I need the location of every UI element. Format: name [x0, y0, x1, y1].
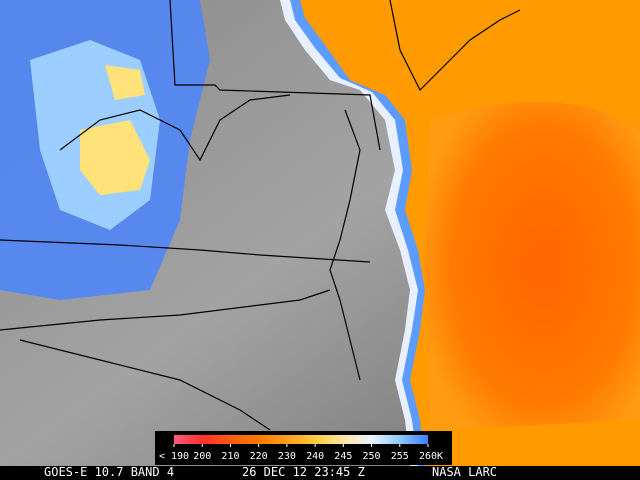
state-border — [59, 94, 291, 162]
cloud-top — [80, 120, 150, 195]
colorbar-label: 220 — [250, 451, 268, 462]
coastline — [329, 109, 361, 381]
colorbar-label: 210 — [221, 451, 239, 462]
colorbar-label: 260 — [419, 451, 437, 462]
state-border — [19, 339, 271, 431]
source-label: NASA LARC — [432, 465, 497, 479]
state-border — [389, 0, 521, 92]
state-border — [0, 289, 331, 331]
timestamp: 26 DEC 12 23:45 Z — [242, 465, 365, 479]
colorbar-label: 250 — [363, 451, 381, 462]
cloud-top — [105, 65, 145, 100]
colorbar-label: 255 — [391, 451, 409, 462]
footer-bar — [0, 466, 640, 480]
ocean-warm — [425, 102, 640, 430]
colorbar-unit: K — [437, 451, 443, 462]
colorbar-label: 245 — [334, 451, 352, 462]
colorbar — [174, 435, 428, 444]
colorbar-label: 230 — [278, 451, 296, 462]
satellite-label: GOES-E 10.7 BAND 4 — [44, 465, 174, 479]
state-border — [0, 239, 371, 263]
state-border — [169, 0, 381, 151]
colorbar-label: < 190 — [159, 451, 189, 462]
colorbar-label: 200 — [193, 451, 211, 462]
colorbar-label: 240 — [306, 451, 324, 462]
